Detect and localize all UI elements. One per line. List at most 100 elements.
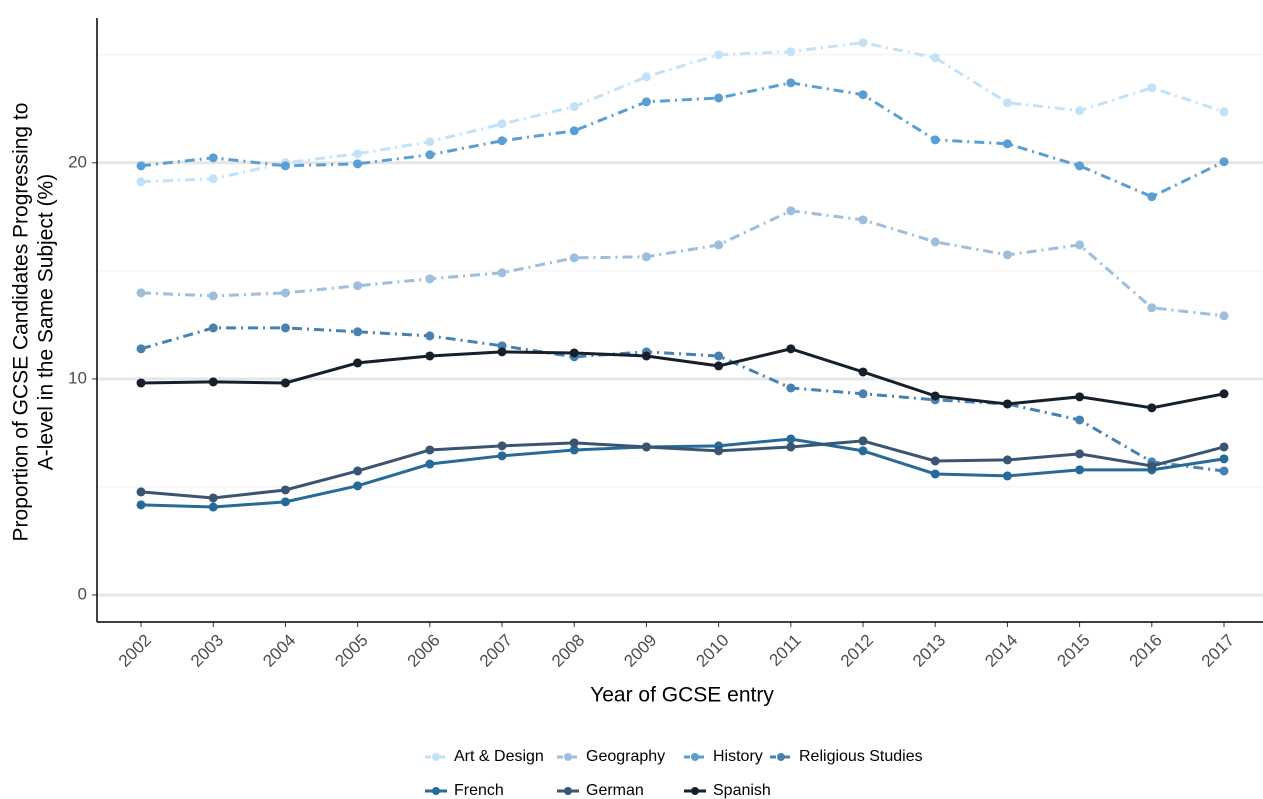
data-point bbox=[641, 97, 651, 107]
data-point bbox=[858, 436, 868, 446]
legend-label: German bbox=[586, 782, 644, 799]
data-point bbox=[930, 391, 940, 401]
data-point bbox=[786, 383, 796, 393]
data-point bbox=[1002, 98, 1012, 108]
data-point bbox=[136, 177, 146, 187]
data-point bbox=[1147, 192, 1157, 202]
data-point bbox=[280, 288, 290, 298]
data-point bbox=[425, 459, 435, 469]
data-point bbox=[136, 161, 146, 171]
legend-item: History bbox=[684, 748, 763, 765]
x-tick-label: 2010 bbox=[692, 631, 732, 671]
x-tick-label: 2006 bbox=[404, 631, 444, 671]
data-point bbox=[208, 323, 218, 333]
legend-item: German bbox=[557, 782, 644, 799]
series-line bbox=[141, 347, 1225, 410]
data-point bbox=[353, 159, 363, 169]
series-line bbox=[140, 209, 1225, 318]
data-point bbox=[786, 206, 796, 216]
legend-item: Spanish bbox=[684, 782, 771, 799]
x-tick-label: 2002 bbox=[115, 631, 155, 671]
y-tick-label: 10 bbox=[68, 368, 87, 387]
data-point bbox=[1219, 454, 1229, 464]
data-point bbox=[1075, 415, 1085, 425]
data-point bbox=[353, 327, 363, 337]
legend-marker bbox=[777, 753, 785, 761]
data-point bbox=[425, 351, 435, 361]
data-point bbox=[1147, 83, 1157, 93]
y-tick-label: 0 bbox=[78, 584, 87, 603]
y-tick-label: 20 bbox=[68, 152, 87, 171]
data-point bbox=[280, 497, 290, 507]
data-point bbox=[1219, 442, 1229, 452]
x-tick-label: 2017 bbox=[1198, 631, 1238, 671]
data-point bbox=[641, 72, 651, 82]
data-point bbox=[1075, 392, 1085, 402]
data-point bbox=[497, 451, 507, 461]
data-point bbox=[497, 347, 507, 357]
data-point bbox=[858, 446, 868, 456]
data-point bbox=[1147, 403, 1157, 413]
x-tick-label: 2016 bbox=[1126, 631, 1166, 671]
data-point bbox=[858, 389, 868, 399]
data-point bbox=[280, 161, 290, 171]
data-point bbox=[786, 434, 796, 444]
x-tick-label: 2015 bbox=[1053, 631, 1093, 671]
data-point bbox=[930, 469, 940, 479]
data-point bbox=[425, 274, 435, 284]
data-point bbox=[280, 323, 290, 333]
data-point bbox=[569, 253, 579, 263]
data-point bbox=[1075, 240, 1085, 250]
y-axis-title: A-level in the Same Subject (%) bbox=[35, 174, 58, 470]
data-point bbox=[208, 174, 218, 184]
data-point bbox=[1075, 449, 1085, 459]
data-point bbox=[136, 487, 146, 497]
data-point bbox=[930, 53, 940, 63]
data-point bbox=[569, 102, 579, 112]
x-tick-label: 2003 bbox=[187, 631, 227, 671]
data-point bbox=[208, 153, 218, 163]
data-point bbox=[497, 119, 507, 129]
data-point bbox=[1002, 139, 1012, 149]
data-point bbox=[353, 358, 363, 368]
legend-marker bbox=[564, 787, 572, 795]
data-point bbox=[1075, 106, 1085, 116]
data-point bbox=[930, 456, 940, 466]
data-point bbox=[425, 331, 435, 341]
data-point bbox=[569, 348, 579, 358]
x-axis-title: Year of GCSE entry bbox=[590, 684, 774, 707]
data-point bbox=[1002, 455, 1012, 465]
legend-marker bbox=[691, 787, 699, 795]
legend-marker bbox=[691, 753, 699, 761]
x-tick-label: 2012 bbox=[837, 631, 877, 671]
data-point bbox=[1002, 399, 1012, 409]
x-tick-label: 2008 bbox=[548, 631, 588, 671]
x-tick-label: 2009 bbox=[620, 631, 660, 671]
data-point bbox=[1002, 471, 1012, 481]
data-point bbox=[136, 378, 146, 388]
data-point bbox=[930, 135, 940, 145]
data-point bbox=[930, 237, 940, 247]
series-line bbox=[140, 439, 1225, 500]
data-point bbox=[858, 90, 868, 100]
data-point bbox=[569, 445, 579, 455]
series-line bbox=[140, 326, 1225, 473]
legend-item: French bbox=[425, 782, 504, 799]
data-point bbox=[280, 378, 290, 388]
x-tick-label: 2011 bbox=[766, 631, 805, 670]
legend-item: Art & Design bbox=[425, 748, 544, 765]
data-point bbox=[280, 485, 290, 495]
data-point bbox=[714, 361, 724, 371]
legend-marker bbox=[432, 753, 440, 761]
legend-label: Art & Design bbox=[454, 748, 544, 765]
data-point bbox=[714, 446, 724, 456]
data-point bbox=[858, 38, 868, 48]
x-tick-label: 2005 bbox=[331, 631, 371, 671]
data-point bbox=[425, 445, 435, 455]
x-tick-label: 2004 bbox=[259, 631, 299, 671]
data-point bbox=[569, 126, 579, 136]
data-point bbox=[425, 150, 435, 160]
legend-label: Spanish bbox=[713, 782, 771, 799]
legend-label: History bbox=[713, 748, 763, 765]
legend-item: Geography bbox=[557, 748, 665, 765]
